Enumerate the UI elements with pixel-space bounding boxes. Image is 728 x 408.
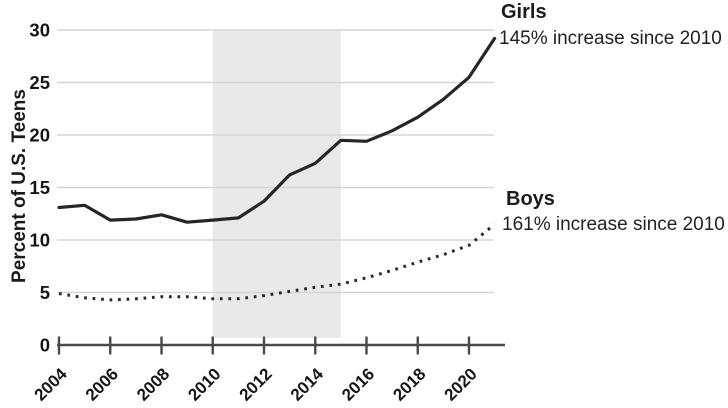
y-tick-label: 20 xyxy=(29,125,50,146)
x-tick-label: 2020 xyxy=(441,364,481,404)
x-tick-label: 2016 xyxy=(338,364,378,404)
series-lines-layer xyxy=(57,36,497,302)
x-tick-label: 2006 xyxy=(82,364,122,404)
y-tick-label: 25 xyxy=(29,72,50,93)
girls-series-label: Girls xyxy=(501,1,547,23)
y-tick-label: 0 xyxy=(40,335,50,356)
boys-increase-annotation: 161% increase since 2010 xyxy=(502,214,725,235)
boys-series-label: Boys xyxy=(506,188,555,210)
girls-increase-annotation: 145% increase since 2010 xyxy=(499,28,722,49)
x-axis-layer xyxy=(57,336,505,355)
x-tick-label: 2012 xyxy=(236,364,276,404)
x-tick-label: 2018 xyxy=(389,364,429,404)
y-tick-label: 10 xyxy=(29,230,50,251)
x-tick-label: 2014 xyxy=(287,364,328,405)
boys-line xyxy=(58,223,496,302)
y-tick-label: 5 xyxy=(40,282,50,303)
y-axis-title: Percent of U.S. Teens xyxy=(9,89,30,283)
y-tick-label: 15 xyxy=(29,177,50,198)
shaded-band-layer xyxy=(212,30,341,338)
x-tick-label: 2008 xyxy=(133,364,173,404)
shaded-region-2010-2015 xyxy=(212,30,341,338)
girls-line xyxy=(57,36,497,224)
y-tick-label: 30 xyxy=(29,20,50,41)
x-tick-label: 2004 xyxy=(31,364,72,405)
x-tick-label: 2010 xyxy=(184,364,224,404)
